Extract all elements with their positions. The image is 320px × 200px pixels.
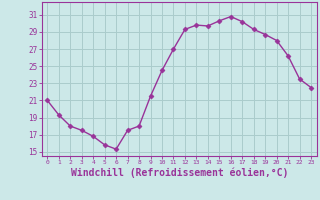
X-axis label: Windchill (Refroidissement éolien,°C): Windchill (Refroidissement éolien,°C) <box>70 168 288 178</box>
